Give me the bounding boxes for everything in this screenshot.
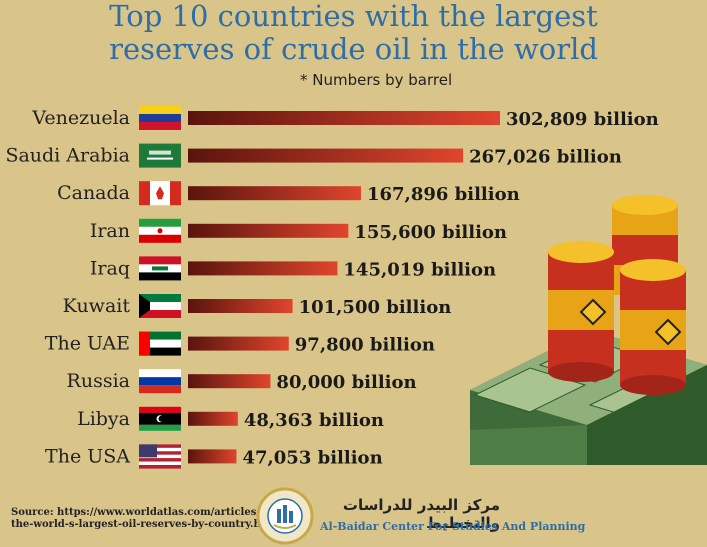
saudi-arabia-flag-icon xyxy=(139,143,181,168)
value-label: 155,600 billion xyxy=(354,222,507,243)
bar-row: Venezuela 302,809 billion xyxy=(31,106,659,130)
bar-row: Iraq 145,019 billion xyxy=(90,256,496,281)
oil-barrel-left-icon xyxy=(548,241,614,382)
oil-barrel-right-icon xyxy=(620,259,686,395)
bar xyxy=(188,449,237,464)
bar-row: The USA 47,053 billion xyxy=(45,444,383,469)
source-line-1: Source: https://www.worldatlas.com/artic… xyxy=(11,507,260,518)
oil-barrels-illustration xyxy=(470,195,707,465)
bar xyxy=(188,411,238,426)
bar-row: The UAE 97,800 billion xyxy=(45,331,435,356)
org-name-english: Al-Baidar Center For Studies And Plannin… xyxy=(320,520,586,533)
category-label: Canada xyxy=(57,182,130,204)
source-line-2: the-world-s-largest-oil-reserves-by-coun… xyxy=(11,519,280,530)
value-label: 167,896 billion xyxy=(367,184,520,205)
bar xyxy=(188,374,271,389)
value-label: 47,053 billion xyxy=(242,447,382,468)
category-label: Venezuela xyxy=(31,107,130,129)
bar-row: Canada 167,896 billion xyxy=(57,181,520,206)
bar xyxy=(188,148,464,163)
kuwait-flag-icon xyxy=(139,294,181,318)
bar-row: Iran 155,600 billion xyxy=(90,218,507,243)
value-label: 80,000 billion xyxy=(276,372,416,393)
usa-flag-icon xyxy=(139,444,181,469)
value-label: 145,019 billion xyxy=(343,259,496,280)
chart-title: Top 10 countries with the largest reserv… xyxy=(0,0,707,66)
iran-flag-icon xyxy=(139,218,181,243)
libya-flag-icon xyxy=(139,406,181,431)
bar xyxy=(188,299,293,313)
value-label: 267,026 billion xyxy=(469,147,622,168)
value-label: 97,800 billion xyxy=(295,335,435,356)
category-label: Saudi Arabia xyxy=(5,145,130,167)
value-label: 101,500 billion xyxy=(299,297,452,318)
source-note: Source: https://www.worldatlas.com/artic… xyxy=(11,507,280,531)
russia-flag-icon xyxy=(139,369,181,394)
bar-row: Kuwait 101,500 billion xyxy=(63,294,452,318)
value-label: 48,363 billion xyxy=(244,410,384,431)
venezuela-flag-icon xyxy=(139,106,181,130)
subtitle: * Numbers by barrel xyxy=(300,71,453,89)
category-label: Kuwait xyxy=(63,295,131,317)
bar xyxy=(188,261,338,276)
bar xyxy=(188,111,500,125)
title-line-1: Top 10 countries with the largest xyxy=(109,0,598,33)
org-name-arabic: مركز البيدر للدراسات والتخطيط xyxy=(342,496,500,532)
canada-flag-icon xyxy=(139,181,181,206)
category-label: Iraq xyxy=(90,257,130,279)
bar-row: Saudi Arabia 267,026 billion xyxy=(5,143,622,168)
title-line-2: reserves of crude oil in the world xyxy=(109,32,598,66)
iraq-flag-icon xyxy=(139,256,181,281)
bar xyxy=(188,186,361,201)
value-label: 302,809 billion xyxy=(506,109,659,130)
center-logo-icon xyxy=(256,487,314,545)
uae-flag-icon xyxy=(139,331,181,356)
bar xyxy=(188,223,349,238)
bar-row: Libya 48,363 billion xyxy=(77,406,384,431)
category-label: Libya xyxy=(77,408,130,430)
category-label: The UAE xyxy=(45,333,130,355)
category-label: Iran xyxy=(90,220,130,242)
bar xyxy=(188,336,289,351)
bar-row: Russia 80,000 billion xyxy=(67,369,417,394)
category-label: The USA xyxy=(45,445,130,467)
category-label: Russia xyxy=(67,370,130,392)
